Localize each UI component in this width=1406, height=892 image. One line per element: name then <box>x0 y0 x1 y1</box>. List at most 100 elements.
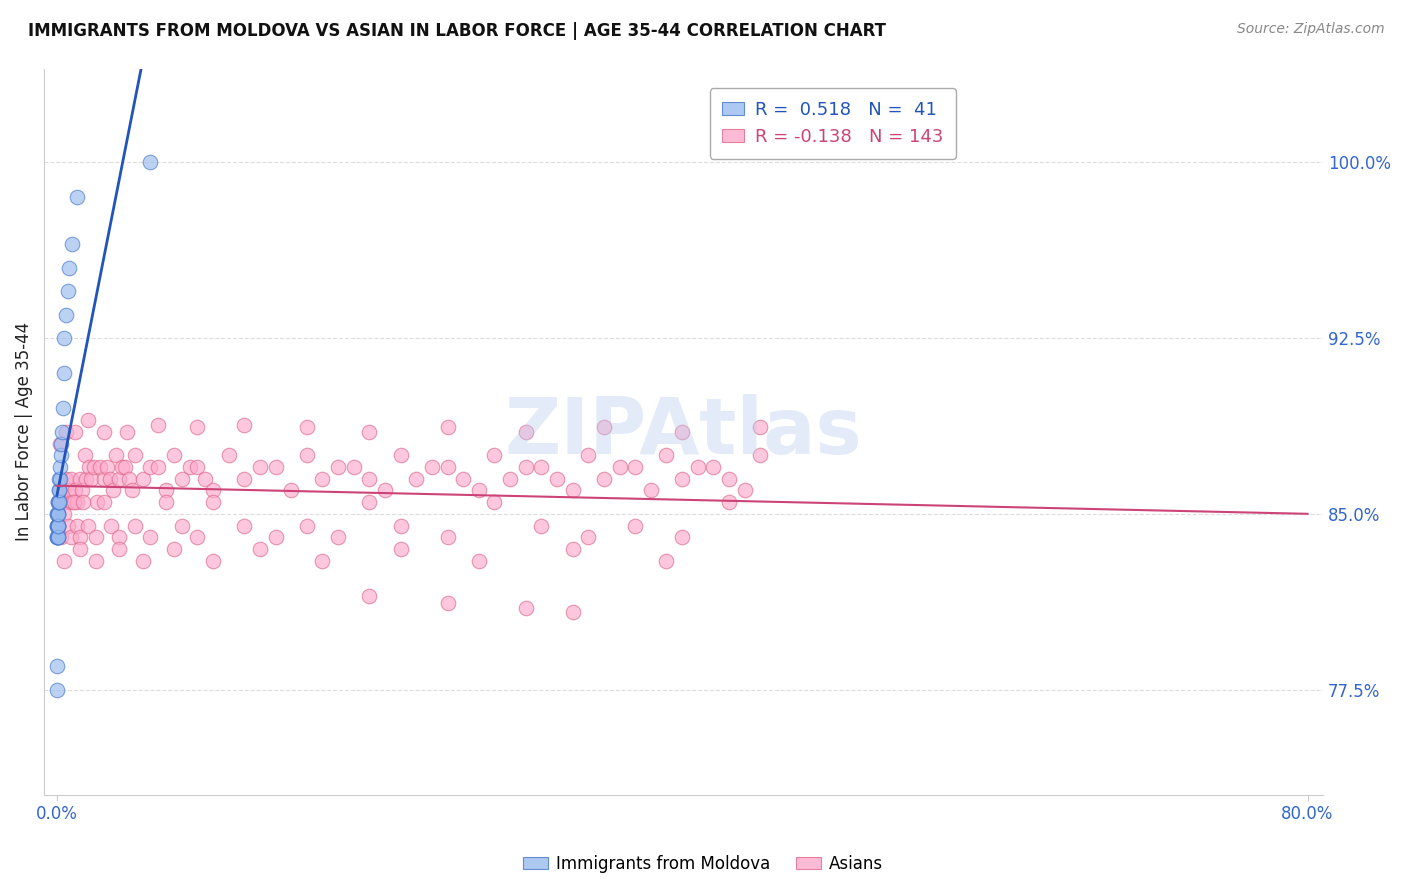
Point <box>749 448 772 462</box>
Point <box>46 507 69 521</box>
Point <box>499 472 522 486</box>
Point <box>295 420 318 434</box>
Point <box>389 518 412 533</box>
Point <box>69 541 91 556</box>
Point <box>139 155 162 169</box>
Point <box>72 495 94 509</box>
Point <box>389 448 412 462</box>
Point <box>53 495 76 509</box>
Point <box>46 495 69 509</box>
Point <box>46 507 69 521</box>
Point <box>46 518 69 533</box>
Point <box>124 518 146 533</box>
Point <box>201 495 224 509</box>
Point <box>163 541 186 556</box>
Point <box>249 541 271 556</box>
Point <box>326 459 349 474</box>
Point <box>69 472 91 486</box>
Point <box>139 459 162 474</box>
Point <box>46 518 69 533</box>
Point <box>121 483 143 498</box>
Point <box>484 448 506 462</box>
Point <box>343 459 366 474</box>
Point <box>530 459 553 474</box>
Point <box>63 495 86 509</box>
Point <box>51 436 73 450</box>
Point <box>561 605 583 619</box>
Point <box>233 417 256 432</box>
Point <box>52 483 75 498</box>
Point <box>436 530 458 544</box>
Point <box>359 472 381 486</box>
Point <box>117 472 139 486</box>
Point <box>124 448 146 462</box>
Point <box>89 459 111 474</box>
Point <box>749 420 772 434</box>
Point <box>101 483 124 498</box>
Point <box>56 284 79 298</box>
Point <box>59 472 82 486</box>
Point <box>52 401 75 416</box>
Point <box>468 483 491 498</box>
Point <box>530 518 553 533</box>
Point <box>96 459 118 474</box>
Point <box>131 472 153 486</box>
Point <box>46 530 69 544</box>
Point <box>108 472 131 486</box>
Point <box>186 459 208 474</box>
Point <box>66 495 89 509</box>
Point <box>69 530 91 544</box>
Point <box>111 459 134 474</box>
Point <box>48 472 70 486</box>
Legend: Immigrants from Moldova, Asians: Immigrants from Moldova, Asians <box>516 848 890 880</box>
Point <box>65 425 87 439</box>
Point <box>115 425 138 439</box>
Point <box>280 483 302 498</box>
Point <box>46 530 69 544</box>
Point <box>55 425 77 439</box>
Point <box>55 308 77 322</box>
Point <box>515 425 537 439</box>
Y-axis label: In Labor Force | Age 35-44: In Labor Force | Age 35-44 <box>15 322 32 541</box>
Point <box>436 596 458 610</box>
Point <box>48 483 70 498</box>
Point <box>546 472 568 486</box>
Point <box>186 530 208 544</box>
Point <box>249 459 271 474</box>
Point <box>45 682 67 697</box>
Point <box>170 472 193 486</box>
Point <box>561 541 583 556</box>
Point <box>46 495 69 509</box>
Point <box>576 530 599 544</box>
Point <box>58 483 80 498</box>
Text: ZIPAtlas: ZIPAtlas <box>505 393 862 470</box>
Point <box>451 472 474 486</box>
Point <box>46 518 69 533</box>
Point <box>86 495 108 509</box>
Point <box>46 530 69 544</box>
Point <box>671 425 693 439</box>
Point <box>46 530 69 544</box>
Point <box>114 459 136 474</box>
Point <box>420 459 443 474</box>
Point <box>46 518 69 533</box>
Point <box>46 530 69 544</box>
Point <box>155 495 177 509</box>
Point <box>49 448 72 462</box>
Point <box>53 554 76 568</box>
Point <box>163 448 186 462</box>
Text: IMMIGRANTS FROM MOLDOVA VS ASIAN IN LABOR FORCE | AGE 35-44 CORRELATION CHART: IMMIGRANTS FROM MOLDOVA VS ASIAN IN LABO… <box>28 22 886 40</box>
Point <box>84 530 107 544</box>
Point <box>233 472 256 486</box>
Point <box>98 472 121 486</box>
Point <box>359 589 381 603</box>
Point <box>56 518 79 533</box>
Point <box>60 495 83 509</box>
Point <box>139 530 162 544</box>
Point <box>170 518 193 533</box>
Point <box>46 518 69 533</box>
Point <box>295 448 318 462</box>
Point <box>51 425 73 439</box>
Point <box>186 420 208 434</box>
Point <box>734 483 756 498</box>
